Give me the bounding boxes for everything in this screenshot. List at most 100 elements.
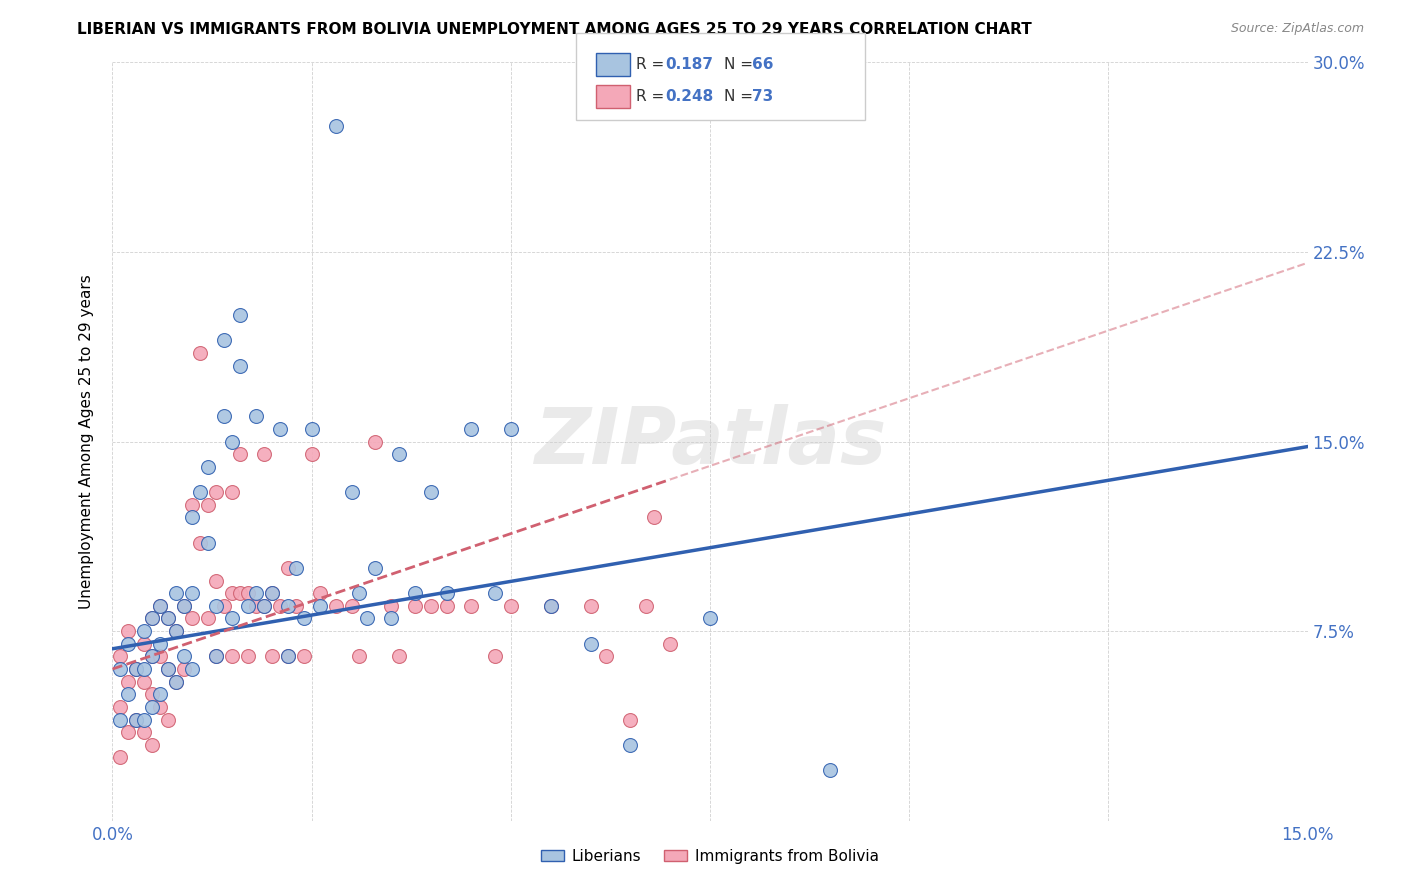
Point <box>229 359 252 373</box>
Point <box>364 434 387 449</box>
Point <box>212 334 235 348</box>
Point <box>149 599 172 613</box>
Point <box>205 599 228 613</box>
Point <box>125 713 148 727</box>
Point <box>212 409 235 424</box>
Point <box>157 662 180 676</box>
Point <box>197 459 219 474</box>
Point <box>284 599 307 613</box>
Point <box>221 485 243 500</box>
Point <box>236 586 259 600</box>
Point <box>269 599 291 613</box>
Point <box>141 611 163 625</box>
Point <box>253 447 276 461</box>
Point <box>157 713 180 727</box>
Point <box>141 649 163 664</box>
Point <box>149 599 172 613</box>
Legend: Liberians, Immigrants from Bolivia: Liberians, Immigrants from Bolivia <box>536 843 884 870</box>
Point <box>260 586 283 600</box>
Point <box>340 599 363 613</box>
Point <box>388 649 411 664</box>
Point <box>165 674 187 689</box>
Point <box>229 447 252 461</box>
Point <box>818 763 841 777</box>
Text: 0.187: 0.187 <box>665 57 713 71</box>
Point <box>380 611 402 625</box>
Text: LIBERIAN VS IMMIGRANTS FROM BOLIVIA UNEMPLOYMENT AMONG AGES 25 TO 29 YEARS CORRE: LIBERIAN VS IMMIGRANTS FROM BOLIVIA UNEM… <box>77 22 1032 37</box>
Text: R =: R = <box>636 89 669 103</box>
Point <box>540 599 562 613</box>
Point <box>579 599 602 613</box>
Point <box>236 649 259 664</box>
Point <box>110 662 132 676</box>
Point <box>197 535 219 549</box>
Point <box>181 611 204 625</box>
Point <box>619 713 641 727</box>
Point <box>277 561 299 575</box>
Point <box>212 599 235 613</box>
Point <box>253 599 276 613</box>
Point <box>117 637 139 651</box>
Point <box>284 561 307 575</box>
Point <box>205 574 228 588</box>
Point <box>659 637 682 651</box>
Point <box>117 687 139 701</box>
Point <box>173 599 195 613</box>
Point <box>110 699 132 714</box>
Point <box>157 662 180 676</box>
Point <box>141 738 163 752</box>
Point <box>277 649 299 664</box>
Text: N =: N = <box>724 57 758 71</box>
Point <box>221 586 243 600</box>
Point <box>221 434 243 449</box>
Point <box>388 447 411 461</box>
Point <box>110 750 132 764</box>
Point <box>356 611 378 625</box>
Point <box>643 510 665 524</box>
Point <box>404 599 426 613</box>
Point <box>205 649 228 664</box>
Y-axis label: Unemployment Among Ages 25 to 29 years: Unemployment Among Ages 25 to 29 years <box>79 274 94 609</box>
Point <box>110 649 132 664</box>
Point <box>149 687 172 701</box>
Point <box>165 586 187 600</box>
Point <box>157 611 180 625</box>
Point <box>229 586 252 600</box>
Point <box>141 649 163 664</box>
Point <box>205 485 228 500</box>
Point <box>420 599 443 613</box>
Point <box>540 599 562 613</box>
Point <box>292 611 315 625</box>
Point <box>181 498 204 512</box>
Point <box>188 485 211 500</box>
Point <box>134 725 156 739</box>
Point <box>149 637 172 651</box>
Point <box>188 535 211 549</box>
Point <box>229 308 252 322</box>
Point <box>134 637 156 651</box>
Point <box>173 599 195 613</box>
Point <box>134 624 156 639</box>
Point <box>636 599 658 613</box>
Point <box>460 599 482 613</box>
Point <box>349 649 371 664</box>
Point <box>134 662 156 676</box>
Text: R =: R = <box>636 57 669 71</box>
Point <box>157 611 180 625</box>
Point <box>301 422 323 436</box>
Point <box>380 599 402 613</box>
Point <box>125 713 148 727</box>
Point <box>125 662 148 676</box>
Point <box>308 586 330 600</box>
Point <box>277 599 299 613</box>
Text: ZIPatlas: ZIPatlas <box>534 403 886 480</box>
Point <box>117 674 139 689</box>
Point <box>141 699 163 714</box>
Point <box>436 586 458 600</box>
Point <box>269 422 291 436</box>
Point <box>245 586 267 600</box>
Point <box>181 662 204 676</box>
Point <box>308 599 330 613</box>
Point <box>484 586 506 600</box>
Point <box>499 599 522 613</box>
